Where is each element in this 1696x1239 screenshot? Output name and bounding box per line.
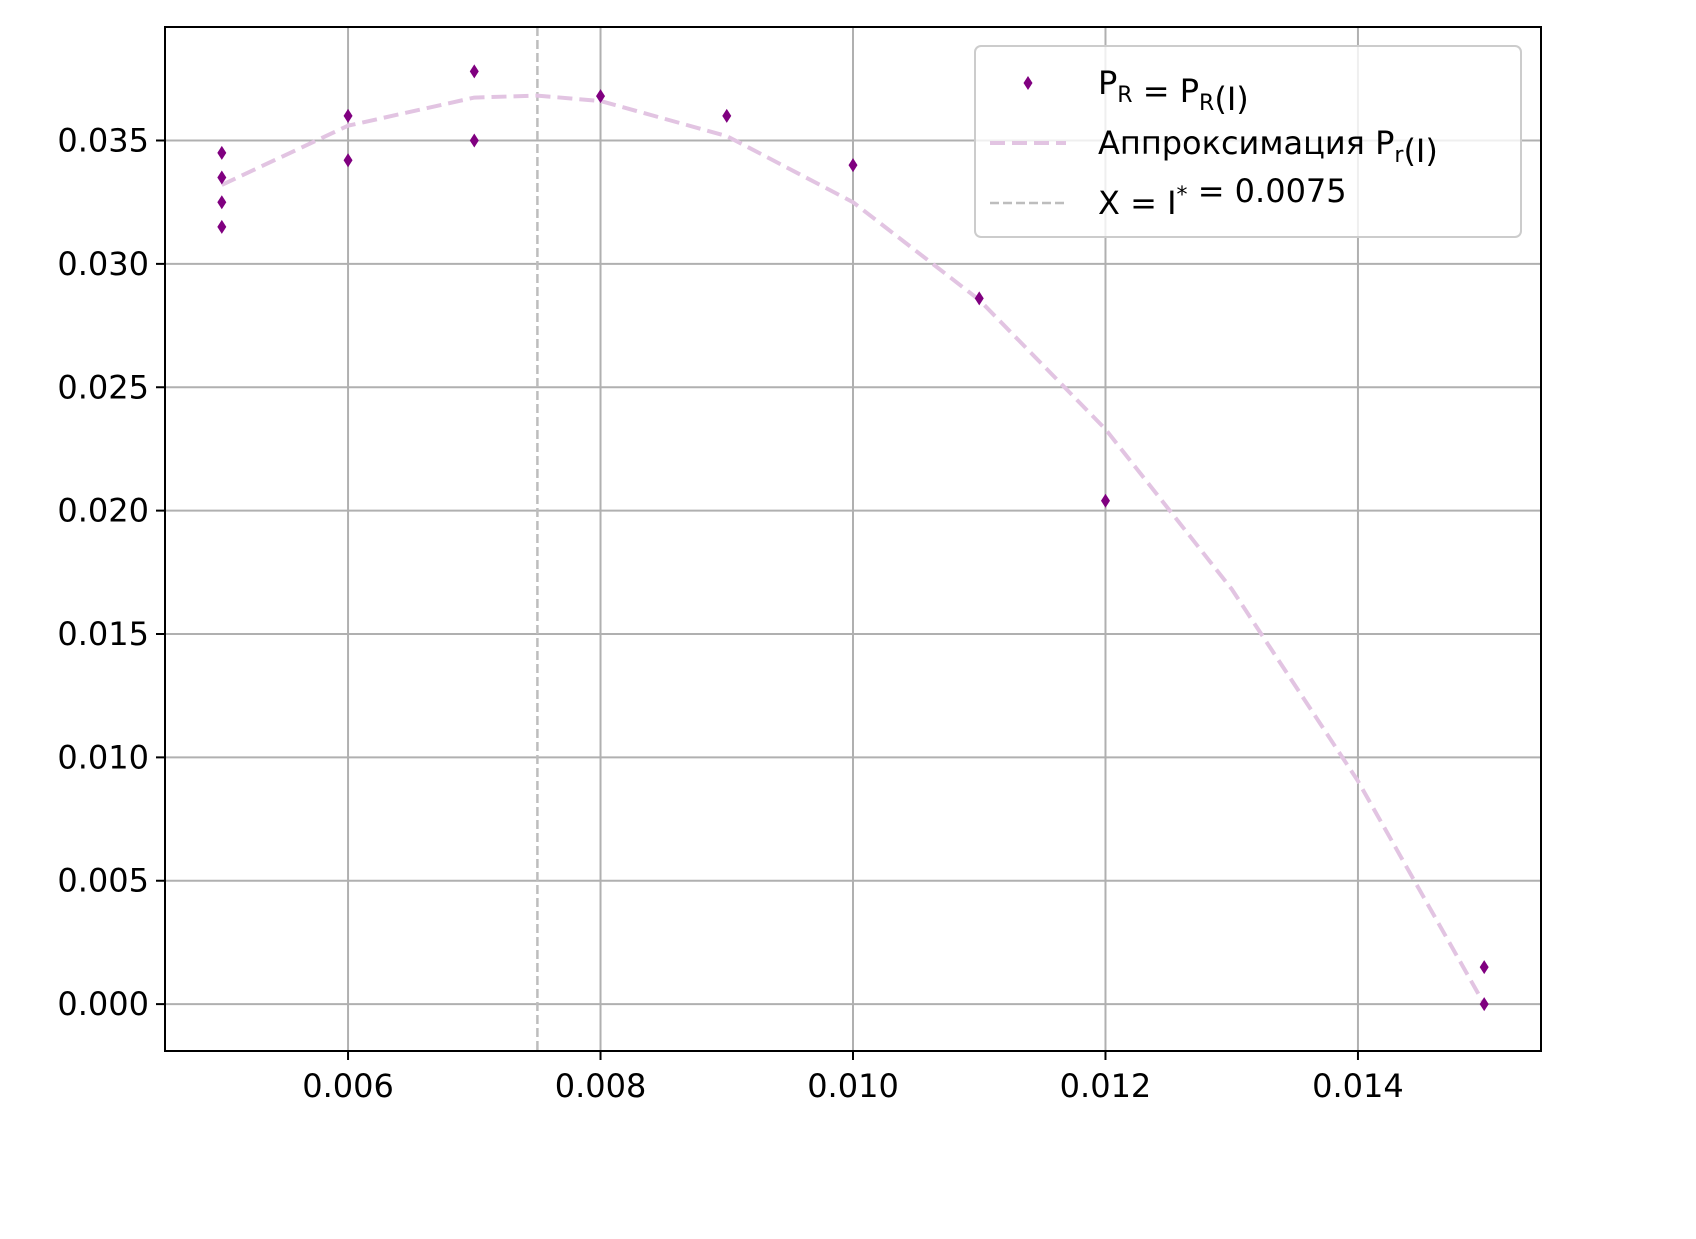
y-tick-label: 0.020 [57,492,149,530]
x-tick-label: 0.008 [555,1067,647,1105]
data-point [1479,997,1489,1012]
data-point [217,170,227,185]
data-point [596,89,606,104]
legend-marker-scatter [1023,76,1033,90]
data-point [848,158,858,173]
data-point [722,108,732,123]
x-tick-label: 0.014 [1312,1067,1404,1105]
data-point [217,219,227,234]
y-tick-label: 0.015 [57,615,149,653]
y-tick-label: 0.000 [57,985,149,1023]
legend-label: X = I* = 0.0075 [1098,172,1347,222]
data-point [343,108,353,123]
legend-label: Аппроксимация Pr(I) [1098,124,1438,170]
data-point [343,153,353,168]
x-tick-label: 0.012 [1060,1067,1152,1105]
data-point [469,133,479,148]
y-tick-label: 0.030 [57,245,149,283]
data-point [217,145,227,160]
x-tick-label: 0.010 [807,1067,899,1105]
x-tick-label: 0.006 [302,1067,394,1105]
data-point [469,64,479,79]
y-tick-label: 0.010 [57,738,149,776]
fit-curve [220,93,1486,1006]
data-point [1100,493,1110,508]
legend: PR = PR(I) Аппроксимация Pr(I)X = I* = 0.… [974,45,1522,238]
y-tick-label: 0.035 [57,122,149,160]
legend-label: PR = PR(I) [1098,64,1249,118]
legend-box [974,45,1522,238]
data-point [1479,960,1489,975]
data-point [217,195,227,210]
y-tick-label: 0.025 [57,368,149,406]
data-point [974,291,984,306]
y-tick-label: 0.005 [57,862,149,900]
ticks: 0.006 0.008 0.010 0.012 0.014 0.000 0.005 0.010… [57,122,1403,1105]
plot-area [217,27,1489,1051]
